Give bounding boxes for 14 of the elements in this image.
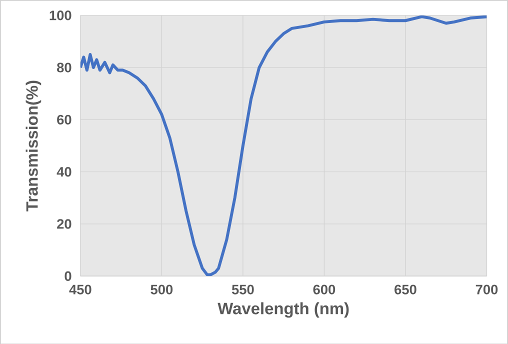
x-tick-label: 600 [313,284,336,294]
y-tick-label: 100 [50,10,72,20]
y-tick-label: 40 [56,166,72,176]
x-tick-label: 700 [476,284,498,294]
y-axis-title: Transmission(%) [26,80,42,212]
x-tick-label: 450 [69,284,92,294]
y-tick-label: 60 [57,114,72,124]
x-tick-label: 550 [232,284,254,294]
x-tick-label: 500 [150,284,173,294]
y-tick-label: 80 [57,62,72,72]
x-tick-label: 650 [394,284,416,294]
x-axis-title: Wavelength (nm) [218,302,349,318]
y-tick-label: 0 [64,271,72,281]
y-tick-label: 20 [57,218,72,229]
